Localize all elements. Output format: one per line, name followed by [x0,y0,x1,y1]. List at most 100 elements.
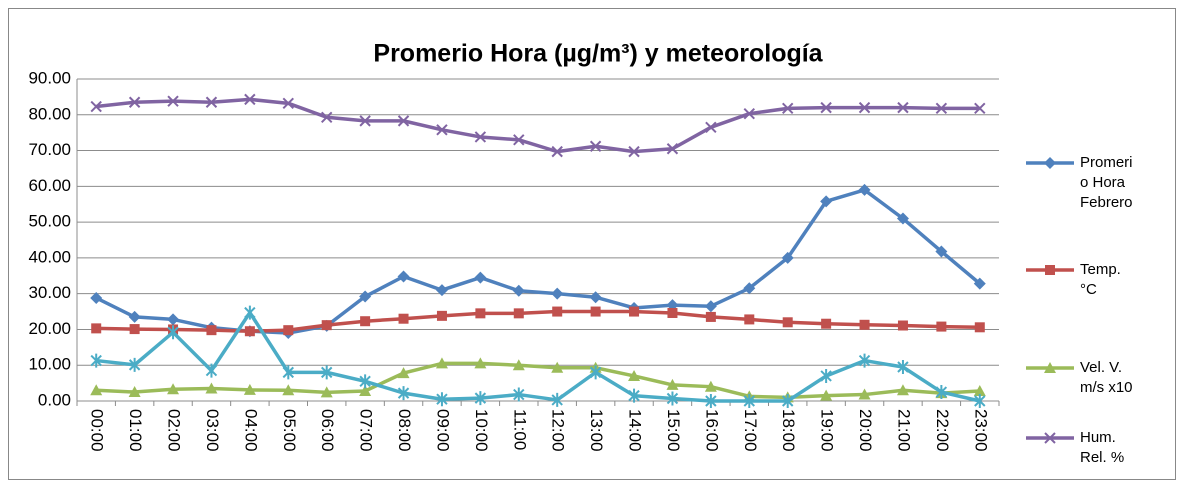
marker [782,317,793,328]
x-tick-label: 13:00 [587,409,606,452]
marker [897,360,909,375]
legend-label: Hum. Rel. % [1080,429,1125,466]
x-tick-label: 10:00 [472,409,491,452]
marker [551,145,563,158]
marker [513,308,524,319]
marker [474,271,487,284]
marker [974,322,985,333]
marker [704,380,717,392]
x-tick-label: 03:00 [203,409,222,452]
marker [321,111,333,123]
marker [629,306,640,317]
marker [359,290,372,303]
marker [436,392,448,407]
marker [205,382,218,394]
marker [859,319,870,330]
x-tick-label: 15:00 [664,409,683,452]
marker [282,365,294,380]
marker [858,183,871,196]
y-tick-label: 60.00 [28,176,71,195]
marker [167,325,179,340]
marker [820,368,832,383]
y-tick-label: 0.00 [38,390,71,409]
marker [974,102,986,115]
marker [320,386,333,398]
marker [1045,265,1055,275]
marker [590,306,601,317]
marker [90,384,103,396]
marker [743,282,756,295]
series-line [96,309,980,333]
marker [359,115,371,127]
x-tick-label: 07:00 [357,409,376,452]
marker [781,251,794,264]
marker [935,385,948,400]
marker [628,388,640,403]
marker [552,306,563,317]
marker [398,313,409,324]
marker [820,389,833,401]
marker [128,357,141,372]
marker [321,365,333,380]
marker [1044,432,1056,444]
marker [744,314,755,325]
marker [90,353,102,368]
x-tick-label: 00:00 [88,409,107,452]
marker [91,323,102,334]
series-line [96,361,980,400]
marker [782,102,794,115]
marker [897,101,909,114]
x-tick-label: 04:00 [241,409,260,452]
marker [512,359,525,371]
marker [90,291,103,304]
marker [705,121,717,134]
marker [474,357,487,369]
x-tick-label: 06:00 [318,409,337,452]
marker [397,115,410,127]
marker [243,383,256,395]
marker [782,394,794,408]
y-tick-label: 70.00 [28,140,71,159]
marker [628,145,640,158]
marker [666,378,679,390]
x-tick-label: 01:00 [126,409,145,452]
y-tick-label: 80.00 [28,104,71,123]
x-tick-label: 11:00 [510,409,529,450]
marker [628,369,641,381]
marker [704,300,717,313]
marker [551,392,563,407]
marker [589,365,602,380]
marker [820,195,833,208]
x-tick-label: 08:00 [395,409,414,452]
y-tick-label: 90.00 [28,68,71,87]
marker [973,277,986,290]
marker [244,93,256,106]
marker [858,388,871,400]
marker [513,387,525,402]
y-tick-label: 20.00 [28,319,71,338]
x-tick-label: 12:00 [549,409,568,452]
x-tick-label: 21:00 [894,409,913,452]
marker [167,313,180,326]
marker [936,321,947,332]
marker [589,291,602,304]
series-line [96,310,981,403]
marker [858,101,871,114]
marker [90,100,102,113]
marker [666,391,679,406]
x-tick-label: 17:00 [741,409,760,452]
marker [743,394,755,408]
marker [244,305,256,320]
marker [551,361,564,373]
marker [397,270,410,283]
x-tick-label: 20:00 [856,409,875,452]
marker [474,131,487,143]
marker [128,310,141,323]
y-tick-label: 50.00 [28,212,71,231]
marker [397,367,410,379]
marker [705,394,717,408]
marker [435,357,448,369]
marker [1044,157,1056,169]
marker [475,308,486,319]
